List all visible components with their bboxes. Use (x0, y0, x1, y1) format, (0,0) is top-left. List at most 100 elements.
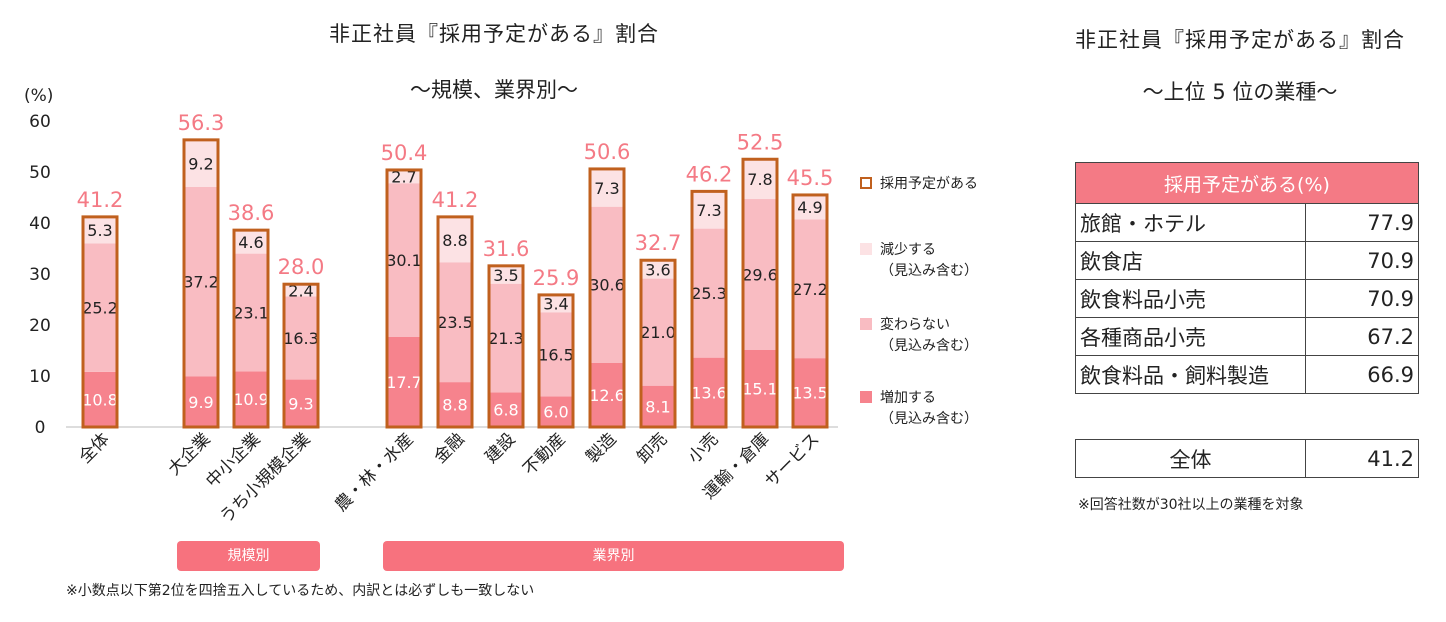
category-label: うち小規模企業 (216, 429, 314, 527)
table-row: 旅館・ホテル 77.9 (1075, 203, 1419, 242)
segment-value-label: 23.5 (437, 313, 473, 332)
y-tick-label: 0 (35, 418, 46, 438)
legend-label-same: 変わらない （見込み含む） (880, 317, 978, 354)
segment-value-label: 30.6 (589, 276, 625, 295)
category-label: 小売 (684, 429, 722, 467)
total-value-label: 25.9 (533, 266, 580, 290)
segment-value-label: 9.2 (188, 154, 213, 173)
y-axis-unit: (%) (24, 86, 53, 106)
y-tick-label: 30 (29, 265, 51, 285)
bar-segment (83, 216, 117, 244)
segment-value-label: 7.3 (594, 179, 619, 198)
total-row: 全体 41.2 (1075, 439, 1419, 478)
total-outline (588, 167, 626, 429)
segment-value-label: 6.8 (493, 401, 518, 420)
category-label: 卸売 (633, 429, 671, 467)
segment-value-label: 8.8 (442, 231, 467, 250)
table-row: 飲食料品小売 70.9 (1075, 279, 1419, 318)
table-row: 各種商品小売 67.2 (1075, 317, 1419, 356)
segment-value-label: 13.6 (691, 383, 727, 402)
bar-segment (184, 139, 218, 187)
bar-segment (641, 278, 675, 386)
row-value: 70.9 (1305, 241, 1419, 280)
bar-segment (387, 169, 421, 184)
total-outline (741, 157, 779, 429)
segment-value-label: 27.2 (792, 280, 828, 299)
y-tick-label: 40 (29, 214, 51, 234)
row-label: 飲食料品小売 (1075, 279, 1306, 318)
total-outline (81, 215, 119, 429)
bar-segment (489, 392, 523, 427)
y-tick-label: 20 (29, 316, 51, 336)
segment-value-label: 10.9 (233, 390, 269, 409)
segment-value-label: 6.0 (543, 403, 568, 422)
total-outline (182, 138, 220, 429)
top5-table: 採用予定がある(%) 旅館・ホテル 77.9 飲食店 70.9 飲食料品小売 7… (1075, 162, 1419, 394)
right-subtitle: ～上位 5 位の業種～ (1142, 80, 1338, 104)
bar-segment (641, 260, 675, 279)
total-value-label: 56.3 (178, 111, 225, 135)
row-label: 各種商品小売 (1075, 317, 1306, 356)
y-tick-label: 50 (29, 163, 51, 183)
bar-segment (793, 219, 827, 359)
segment-value-label: 15.1 (742, 379, 778, 398)
segment-value-label: 23.1 (233, 304, 269, 323)
total-outline (690, 189, 728, 429)
bar-segment (234, 230, 268, 254)
segment-value-label: 3.6 (645, 260, 670, 279)
bar-segment (184, 376, 218, 427)
segment-value-label: 7.3 (696, 201, 721, 220)
bar-segment (489, 265, 523, 284)
segment-value-label: 29.6 (742, 266, 778, 285)
segment-value-label: 4.6 (238, 233, 263, 252)
segment-value-label: 9.9 (188, 393, 213, 412)
bar-segment (184, 186, 218, 377)
total-value-label: 41.2 (77, 188, 124, 212)
bar-segment (489, 283, 523, 393)
chart-title: 非正社員『採用予定がある』割合 (329, 22, 659, 46)
row-value: 67.2 (1305, 317, 1419, 356)
chart-subtitle: ～規模、業界別～ (410, 78, 578, 102)
table-row: 飲食料品・飼料製造 66.9 (1075, 355, 1419, 394)
total-outline (385, 168, 423, 429)
segment-value-label: 10.8 (82, 390, 118, 409)
bar-segment (793, 194, 827, 220)
segment-value-label: 17.7 (386, 373, 422, 392)
legend-label-total: 採用予定がある (880, 176, 978, 192)
segment-value-label: 25.3 (691, 284, 727, 303)
category-label: 農・林・水産 (331, 429, 417, 515)
legend-swatch-total (860, 177, 872, 189)
category-label: 建設 (481, 429, 519, 467)
total-outline (791, 193, 829, 429)
category-label: 金融 (430, 429, 468, 467)
total-outline (487, 264, 525, 429)
bar-segment (83, 243, 117, 372)
right-note: ※回答社数が30社以上の業種を対象 (1078, 497, 1304, 513)
legend-swatch-increase (860, 391, 872, 403)
bar-segment (438, 217, 472, 263)
bar-segment (539, 312, 573, 397)
y-tick-label: 60 (29, 112, 51, 132)
table-header-row: 採用予定がある(%) (1075, 162, 1419, 204)
total-value-label: 38.6 (228, 201, 275, 225)
total-value: 41.2 (1305, 439, 1419, 478)
total-outline (436, 215, 474, 429)
segment-value-label: 8.1 (645, 397, 670, 416)
bar-segment (284, 296, 318, 380)
bar-segment (793, 358, 827, 427)
legend-label-increase: 増加する （見込み含む） (880, 390, 978, 427)
table-header: 採用予定がある(%) (1075, 162, 1419, 204)
segment-value-label: 21.0 (640, 323, 676, 342)
segment-value-label: 21.3 (488, 329, 524, 348)
total-value-label: 31.6 (483, 237, 530, 261)
total-outline (232, 228, 270, 429)
segment-value-label: 3.4 (543, 295, 568, 314)
segment-value-label: 12.6 (589, 386, 625, 405)
bar-segment (539, 294, 573, 313)
segment-value-label: 25.2 (82, 299, 118, 318)
bar-segment (234, 253, 268, 372)
segment-value-label: 2.4 (288, 281, 313, 300)
legend-swatch-same (860, 318, 872, 330)
total-value-label: 50.6 (584, 140, 631, 164)
total-outline (282, 282, 320, 429)
